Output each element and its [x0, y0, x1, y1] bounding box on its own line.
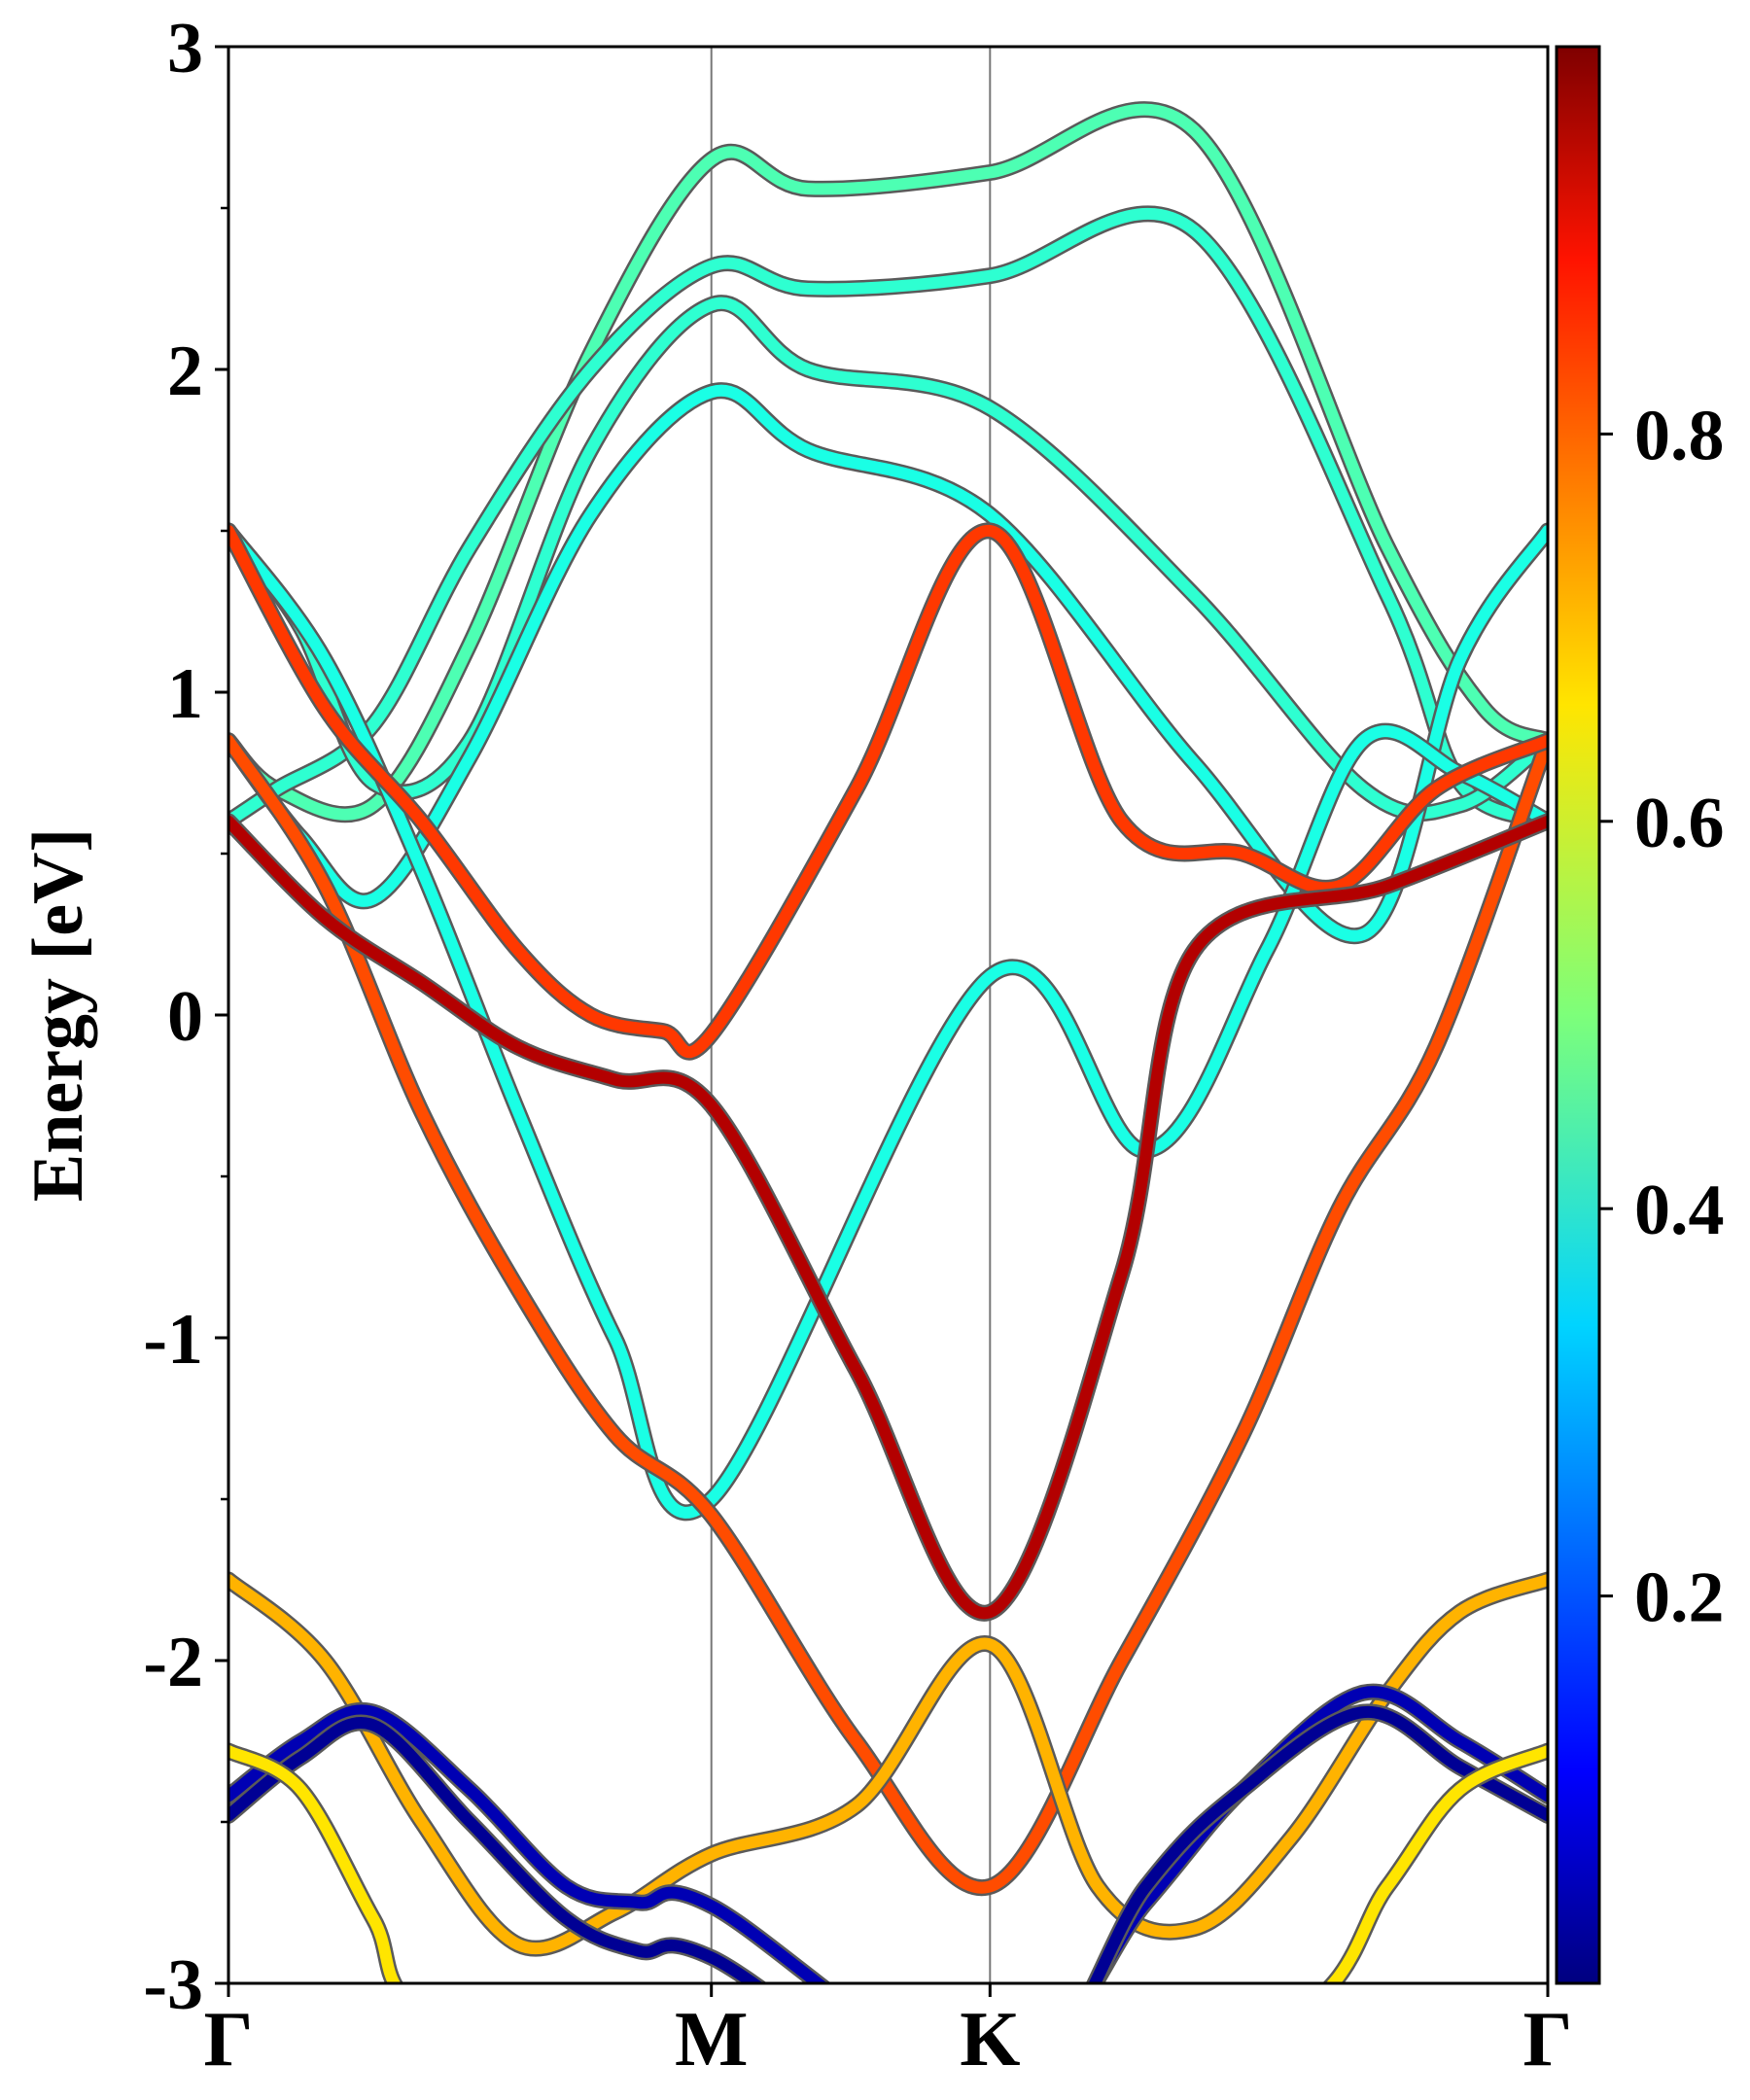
y-axis-label: Energy [eV]	[18, 828, 98, 1202]
colorbar-ticks: 0.2 0.4 0.6 0.8	[1599, 396, 1725, 1638]
colorbar-tick-label: 0.6	[1634, 784, 1725, 863]
x-tick-label: Γ	[204, 1997, 254, 2082]
band-2	[228, 207, 1548, 827]
band-11	[228, 1706, 1548, 1983]
y-tick-label: -2	[143, 1623, 203, 1702]
band-4	[228, 384, 1548, 942]
y-tick-label: 0	[167, 977, 203, 1057]
x-tick-label: M	[675, 1997, 749, 2082]
band-6	[228, 734, 1548, 1894]
y-axis: 3 2 1 0 -1 -2 -3	[143, 9, 228, 2025]
band-5	[228, 525, 1548, 1519]
band-12	[228, 1745, 1548, 1983]
band-9	[228, 1574, 1548, 1955]
band-5-outline	[228, 522, 1548, 1522]
colorbar-tick-label: 0.8	[1634, 396, 1725, 475]
y-tick-label: 3	[167, 9, 203, 88]
colorbar-tick-label: 0.4	[1634, 1171, 1725, 1250]
y-tick-label: 2	[167, 332, 203, 411]
band-1	[228, 103, 1548, 821]
band-7	[228, 525, 1548, 1059]
y-tick-label: -1	[143, 1300, 203, 1380]
y-tick-label: -3	[143, 1945, 203, 2025]
k-point-gridlines	[710, 47, 992, 1983]
colorbar-tick-label: 0.2	[1634, 1558, 1725, 1638]
x-tick-label: K	[960, 1997, 1020, 2082]
x-tick-label: Γ	[1523, 1997, 1573, 2082]
band-8	[228, 815, 1548, 1620]
bands	[228, 101, 1548, 1983]
band-10	[228, 1686, 1548, 1983]
y-tick-label: 1	[167, 654, 203, 734]
colorbar	[1555, 45, 1601, 1985]
